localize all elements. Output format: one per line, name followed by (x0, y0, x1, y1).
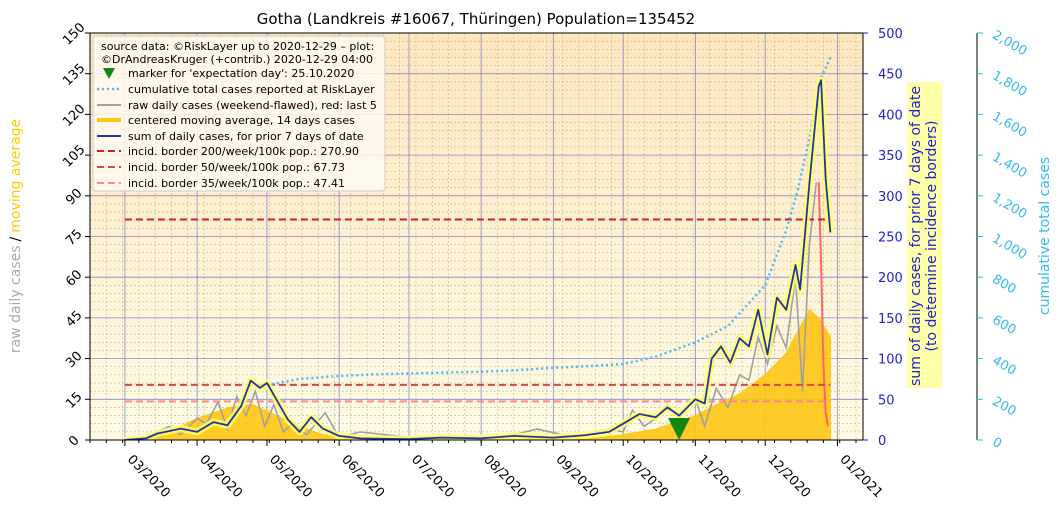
far-axis-label: cumulative total cases (1037, 157, 1053, 315)
right-tick-label: 150 (878, 312, 903, 327)
expectation-marker (668, 418, 691, 440)
right-tick-label: 0 (878, 434, 886, 449)
x-tick-label: 11/2020 (695, 452, 744, 501)
left-tick-label: 75 (63, 227, 85, 249)
x-tick-label: 09/2020 (553, 452, 602, 501)
sum7-series (124, 76, 834, 440)
far-tick-label: 0 (990, 435, 1005, 452)
left-axis-label-raw: raw daily cases (8, 245, 24, 353)
legend-source-line1: source data: ©RiskLayer up to 2020-12-29… (101, 40, 374, 53)
cumulative-series (266, 56, 832, 387)
legend-source-line2: ©DrAndreasKruger (+contrib.) 2020-12-29 … (101, 53, 373, 66)
legend-entry-raw: raw daily cases (weekend-flawed), red: l… (128, 99, 377, 112)
far-tick-label: 1,000 (990, 231, 1030, 263)
far-tick-label: 1,600 (990, 109, 1030, 141)
legend: source data: ©RiskLayer up to 2020-12-29… (92, 35, 386, 192)
legend-entry-moving-average: centered moving average, 14 days cases (128, 114, 355, 127)
right-axis-label-line1: sum of daily cases, for prior 7 days of … (908, 86, 924, 386)
far-axis: 0 200 400 600 800 1,000 1,200 1,400 1,600 1,800 2,… (977, 28, 1029, 452)
left-tick-label: 90 (63, 186, 85, 208)
left-tick-label: 105 (60, 142, 88, 170)
x-tick-label: 08/2020 (480, 452, 529, 501)
left-tick-label: 30 (63, 349, 85, 371)
left-tick-label: 120 (60, 102, 88, 130)
right-axis-label-line2: (to determine incidence borders) (924, 121, 940, 352)
right-tick-label: 200 (878, 271, 903, 286)
sum7-line (124, 79, 832, 440)
far-tick-label: 2,000 (990, 28, 1030, 60)
x-tick-label: 01/2021 (837, 452, 886, 501)
left-axis-label-sep: / (8, 236, 24, 241)
x-tick-label: 03/2020 (124, 452, 173, 501)
x-tick-label: 07/2020 (408, 452, 457, 501)
far-tick-label: 600 (990, 313, 1019, 338)
far-tick-label: 200 (990, 394, 1019, 419)
left-tick-label: 150 (60, 20, 88, 48)
far-tick-label: 1,800 (990, 69, 1030, 101)
legend-marker-icon (103, 68, 115, 79)
right-tick-label: 450 (878, 68, 903, 83)
right-axis-label-band (907, 82, 942, 388)
legend-entry-cumulative: cumulative total cases reported at RiskL… (128, 83, 375, 96)
raw-last5-line (817, 182, 830, 427)
left-axis-label-ma: moving average (8, 119, 24, 233)
x-tick-label: 06/2020 (338, 452, 387, 501)
right-tick-label: 250 (878, 231, 903, 246)
x-tick-label: 05/2020 (266, 452, 315, 501)
x-axis: 03/2020 04/2020 05/2020 06/2020 07/2020 08/20… (89, 440, 886, 501)
left-axis: 0 15 30 45 60 75 90 105 120 135 150 (60, 20, 90, 450)
far-tick-label: 400 (990, 353, 1019, 378)
incidence-borders (124, 218, 831, 403)
right-tick-label: 350 (878, 149, 903, 164)
right-tick-label: 50 (878, 393, 895, 408)
right-tick-label: 400 (878, 108, 903, 123)
x-tick-label: 10/2020 (622, 452, 671, 501)
expectation-marker-layer (668, 418, 691, 440)
legend-entry-border35: incid. border 35/week/100k pop.: 47.41 (128, 177, 345, 190)
left-tick-label: 45 (63, 308, 85, 330)
far-tick-label: 1,400 (990, 150, 1030, 182)
far-tick-label: 1,200 (990, 191, 1030, 223)
right-tick-label: 500 (878, 27, 903, 42)
chart-title: Gotha (Landkreis #16067, Thüringen) Popu… (257, 10, 695, 28)
legend-entry-marker: marker for 'expectation day': 25.10.2020 (128, 67, 354, 80)
left-tick-label: 135 (60, 61, 88, 89)
far-tick-label: 800 (990, 272, 1019, 297)
legend-entry-border50: incid. border 50/week/100k pop.: 67.73 (128, 161, 345, 174)
cumulative-line (266, 56, 832, 387)
x-tick-label: 12/2020 (764, 452, 813, 501)
right-tick-label: 300 (878, 190, 903, 205)
right-axis: 0 50 100 150 200 250 300 350 400 450 500 (863, 27, 903, 449)
legend-entry-sum7: sum of daily cases, for prior 7 days of … (128, 130, 364, 143)
left-axis-label: raw daily cases / moving average (8, 119, 24, 353)
left-tick-label: 60 (63, 267, 85, 289)
left-tick-label: 0 (66, 433, 82, 449)
legend-box (92, 35, 386, 192)
x-tick-label: 04/2020 (196, 452, 245, 501)
right-tick-label: 100 (878, 353, 903, 368)
legend-entry-border200: incid. border 200/week/100k pop.: 270.90 (128, 145, 359, 158)
left-tick-label: 15 (63, 390, 85, 412)
